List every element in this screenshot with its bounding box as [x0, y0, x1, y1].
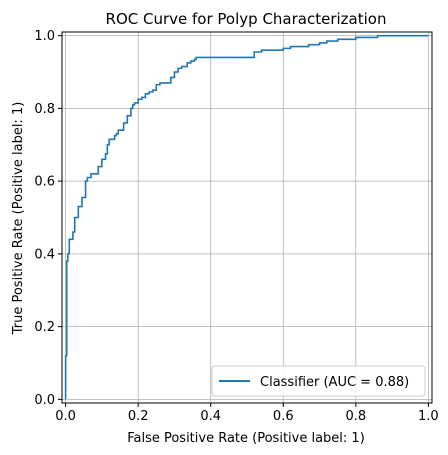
legend-box [211, 365, 426, 397]
legend-label: Classifier (AUC = 0.88) [260, 375, 409, 390]
x-tick-label: 0.2 [128, 409, 149, 424]
y-tick-label: 1.0 [34, 29, 55, 44]
x-axis-title: False Positive Rate (Positive label: 1) [127, 431, 365, 446]
y-axis-ticks: 0.0 0.2 0.4 0.6 0.8 1.0 [34, 29, 62, 408]
plot-frame [61, 31, 433, 404]
y-axis-title: True Positive Rate (Positive label: 1) [11, 102, 26, 336]
x-tick-label: 0.8 [345, 409, 366, 424]
x-axis-ticks: 0.0 0.2 0.4 0.6 0.8 1.0 [55, 403, 439, 424]
chart-title: ROC Curve for Polyp Characterization [106, 10, 387, 28]
y-tick-label: 0.2 [34, 320, 55, 335]
x-tick-label: 0.6 [273, 409, 294, 424]
series-layer [64, 34, 429, 400]
roc-curve-line [64, 34, 429, 400]
y-tick-label: 0.6 [34, 175, 55, 190]
legend: Classifier (AUC = 0.88) [211, 365, 426, 397]
grid-lines [62, 32, 432, 403]
x-tick-label: 1.0 [418, 409, 439, 424]
x-tick-label: 0.0 [55, 409, 76, 424]
y-tick-label: 0.4 [34, 247, 55, 262]
x-tick-label: 0.4 [200, 409, 221, 424]
y-tick-label: 0.0 [34, 393, 55, 408]
y-tick-label: 0.8 [34, 102, 55, 117]
